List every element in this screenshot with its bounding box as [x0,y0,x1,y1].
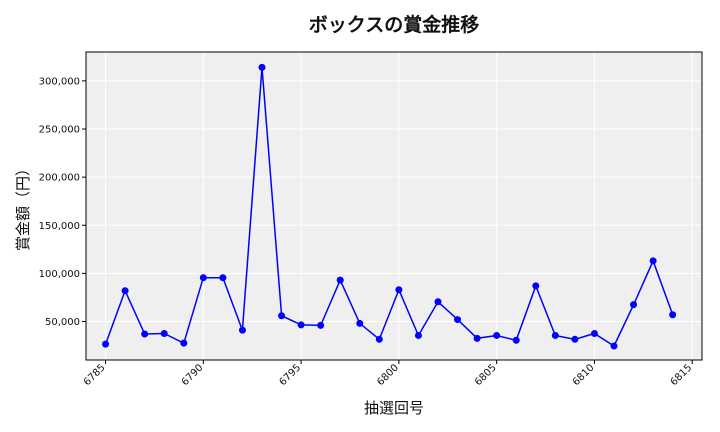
y-axis-label: 賞金額（円） [14,161,32,251]
data-point [258,63,266,71]
chart-title: ボックスの賞金推移 [309,13,479,36]
y-tick-label: 50,000 [45,317,80,328]
x-tick-label: 6790 [180,362,206,388]
x-tick-label: 6815 [669,362,695,388]
data-point [102,340,110,348]
data-point [141,330,149,338]
data-point [199,274,207,282]
data-point [121,287,129,295]
x-tick-label: 6810 [571,362,597,388]
y-axis: 50,000 100,000 150,000 200,000 250,000 300,00… [39,76,86,328]
x-tick-label: 6785 [82,362,108,388]
data-point [512,336,520,344]
data-point [356,319,364,327]
series-layer [102,63,677,350]
y-tick-label: 250,000 [39,125,80,136]
data-point [590,330,598,338]
x-tick-label: 6795 [277,362,303,388]
data-point [375,335,383,343]
plot-background [86,52,702,360]
x-axis-label: 抽選回号 [364,399,424,417]
data-point [434,298,442,306]
data-point [414,331,422,339]
data-point [160,330,168,338]
x-tick-label: 6805 [473,362,499,388]
y-tick-label: 200,000 [39,173,80,184]
data-point [278,312,286,320]
plot-frame [85,51,703,361]
data-point [630,301,638,309]
data-point [454,316,462,324]
data-point [219,274,227,282]
data-point [649,257,657,265]
data-point [532,282,540,290]
y-tick-label: 150,000 [39,221,80,232]
data-point [317,321,325,329]
grid-lines [86,52,702,360]
data-point [610,342,618,350]
x-axis: 6785 6790 6795 6800 6805 6810 6815 [82,360,694,388]
data-point [395,286,403,294]
y-tick-label: 100,000 [39,269,80,280]
data-point [238,326,246,334]
data-point [473,334,481,342]
data-point [336,276,344,284]
data-point [180,339,188,347]
data-point [493,331,501,339]
x-tick-label: 6800 [375,362,401,388]
y-tick-label: 300,000 [39,76,80,87]
data-point [551,331,559,339]
data-point [297,321,305,329]
data-point [571,335,579,343]
data-point [669,311,677,319]
